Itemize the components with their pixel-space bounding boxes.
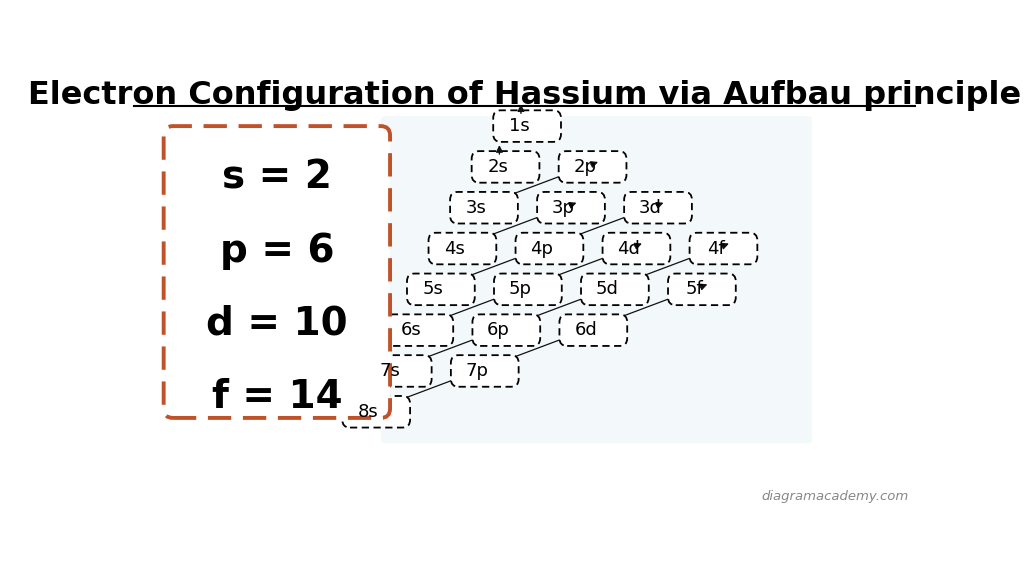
FancyBboxPatch shape bbox=[559, 151, 627, 183]
FancyBboxPatch shape bbox=[429, 233, 497, 264]
FancyBboxPatch shape bbox=[472, 314, 541, 346]
Text: 5f: 5f bbox=[685, 281, 703, 298]
Text: 5p: 5p bbox=[509, 281, 531, 298]
Text: 3s: 3s bbox=[466, 199, 486, 217]
FancyBboxPatch shape bbox=[515, 233, 584, 264]
FancyBboxPatch shape bbox=[342, 396, 410, 427]
FancyBboxPatch shape bbox=[494, 274, 562, 305]
Text: 8s: 8s bbox=[358, 403, 379, 421]
Text: 4s: 4s bbox=[444, 240, 465, 257]
Text: diagramacademy.com: diagramacademy.com bbox=[761, 490, 908, 503]
Text: Electron Configuration of Hassium via Aufbau principle: Electron Configuration of Hassium via Au… bbox=[29, 80, 1021, 111]
Text: 6s: 6s bbox=[401, 321, 422, 339]
Text: 6p: 6p bbox=[487, 321, 510, 339]
Text: 7s: 7s bbox=[380, 362, 400, 380]
Text: f = 14: f = 14 bbox=[212, 378, 342, 416]
FancyBboxPatch shape bbox=[164, 126, 390, 418]
Text: 3d: 3d bbox=[639, 199, 662, 217]
FancyBboxPatch shape bbox=[364, 355, 432, 386]
Text: 4d: 4d bbox=[617, 240, 640, 257]
Text: 4f: 4f bbox=[707, 240, 725, 257]
Text: 1s: 1s bbox=[509, 117, 529, 135]
FancyBboxPatch shape bbox=[385, 314, 454, 346]
FancyBboxPatch shape bbox=[451, 355, 518, 386]
Text: 5s: 5s bbox=[423, 281, 443, 298]
FancyBboxPatch shape bbox=[538, 192, 605, 223]
FancyBboxPatch shape bbox=[472, 151, 540, 183]
Text: 4p: 4p bbox=[530, 240, 553, 257]
FancyBboxPatch shape bbox=[668, 274, 736, 305]
Text: 6d: 6d bbox=[574, 321, 597, 339]
Text: 5d: 5d bbox=[596, 281, 618, 298]
FancyBboxPatch shape bbox=[494, 111, 561, 142]
FancyBboxPatch shape bbox=[689, 233, 758, 264]
FancyBboxPatch shape bbox=[407, 274, 475, 305]
Text: d = 10: d = 10 bbox=[206, 305, 348, 343]
FancyBboxPatch shape bbox=[381, 116, 812, 444]
Text: 2s: 2s bbox=[487, 158, 508, 176]
Text: s = 2: s = 2 bbox=[222, 159, 332, 196]
Text: 7p: 7p bbox=[466, 362, 488, 380]
FancyBboxPatch shape bbox=[451, 192, 518, 223]
Text: p = 6: p = 6 bbox=[219, 232, 334, 270]
FancyBboxPatch shape bbox=[625, 192, 692, 223]
Text: 2p: 2p bbox=[573, 158, 596, 176]
Text: 3p: 3p bbox=[552, 199, 574, 217]
FancyBboxPatch shape bbox=[559, 314, 628, 346]
FancyBboxPatch shape bbox=[602, 233, 671, 264]
FancyBboxPatch shape bbox=[581, 274, 649, 305]
